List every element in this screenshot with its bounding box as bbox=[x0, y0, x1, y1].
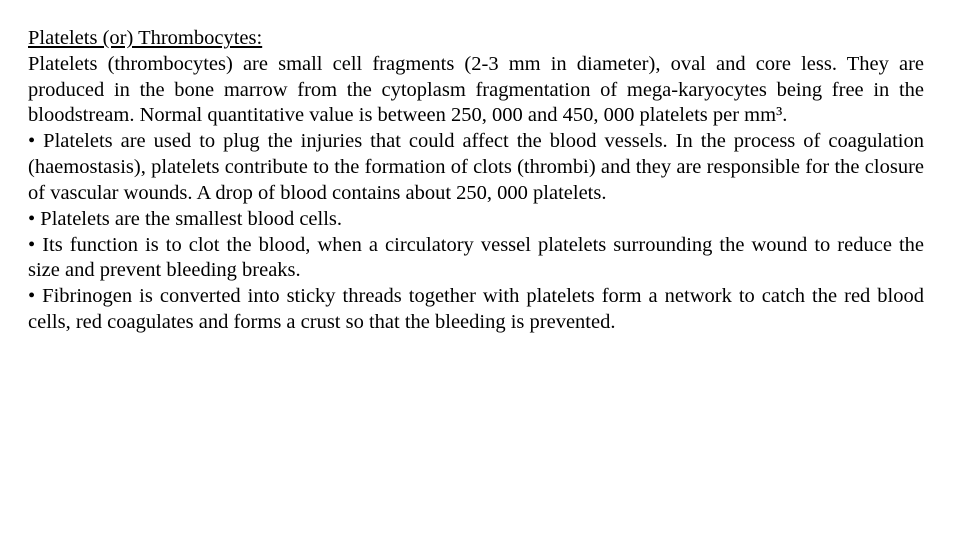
heading-platelets: Platelets (or) Thrombocytes: bbox=[28, 27, 262, 49]
bullet-4: • Fibrinogen is converted into sticky th… bbox=[28, 284, 924, 336]
bullet-1: • Platelets are used to plug the injurie… bbox=[28, 129, 924, 206]
bullet-3: • Its function is to clot the blood, whe… bbox=[28, 233, 924, 285]
document-page: Platelets (or) Thrombocytes: Platelets (… bbox=[0, 0, 960, 540]
bullet-2: • Platelets are the smallest blood cells… bbox=[28, 207, 924, 233]
paragraph-1: Platelets (or) Thrombocytes: Platelets (… bbox=[28, 26, 924, 129]
body-intro: Platelets (thrombocytes) are small cell … bbox=[28, 53, 924, 127]
